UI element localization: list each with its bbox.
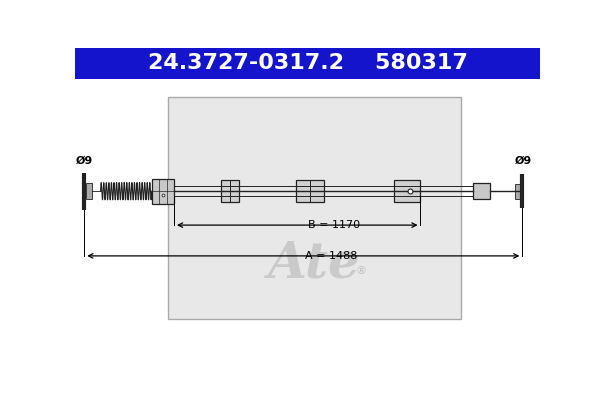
Bar [152, 178, 174, 204]
Text: ®: ® [355, 266, 367, 276]
Text: B = 1170: B = 1170 [308, 220, 361, 230]
Bar [473, 183, 490, 199]
Text: Ate: Ate [268, 239, 361, 288]
Bar [168, 97, 461, 319]
Bar [296, 180, 324, 202]
Bar [515, 184, 520, 199]
Text: 24.3727-0317.2    580317: 24.3727-0317.2 580317 [148, 54, 467, 74]
Bar [394, 180, 421, 202]
Text: Ø9: Ø9 [514, 156, 532, 166]
Text: Ø9: Ø9 [76, 156, 93, 166]
Bar [221, 180, 239, 202]
Bar [86, 183, 92, 199]
Text: A = 1488: A = 1488 [305, 251, 358, 261]
Bar [75, 48, 540, 79]
